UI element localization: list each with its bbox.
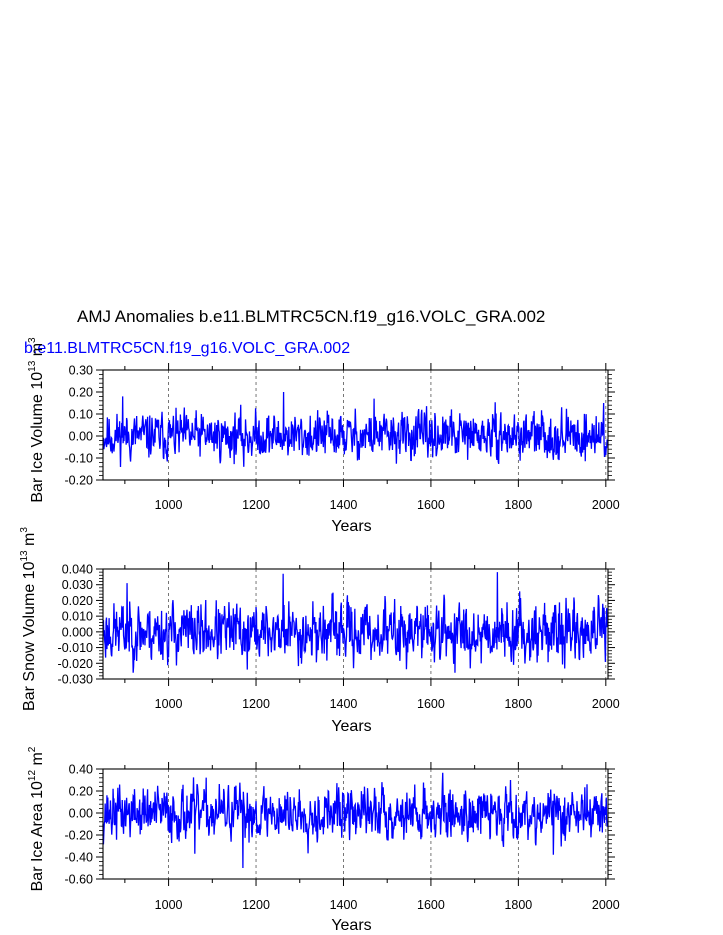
y-label-base: Bar Ice Volume 10 [29,372,46,503]
y-label-exponent: 12 [27,770,38,782]
x-tick-label: 1800 [504,498,532,512]
y-tick-label: 0.30 [69,364,93,378]
x-tick-label: 2000 [592,498,620,512]
x-tick-label: 1600 [417,498,445,512]
series-line-2 [102,572,608,673]
y-tick-label: 0.20 [69,386,93,400]
y-tick-label: 0.010 [62,610,93,624]
y-tick-label: -0.030 [58,673,93,687]
y-tick-label: -0.020 [58,657,93,671]
y-tick-label: 0.00 [69,430,93,444]
y-label-exponent: 13 [19,550,30,562]
x-axis-label: Years [331,718,371,735]
y-axis-label: Bar Snow Volume 1013 m3 [19,527,38,711]
y-label-unit-exponent: 3 [27,337,38,343]
x-tick-label: 1600 [417,898,445,912]
series-line-3 [102,772,608,869]
y-tick-label: -0.20 [65,829,94,843]
y-label-unit-exponent: 2 [27,746,38,752]
plot-frame [102,768,609,880]
y-tick-label: 0.00 [69,807,93,821]
x-tick-label: 1200 [242,898,270,912]
chart-title: AMJ Anomalies b.e11.BLMTRC5CN.f19_g16.VO… [77,307,545,326]
x-tick-label: 1000 [155,498,183,512]
y-label-unit: m [29,752,46,770]
y-axis-label: Bar Ice Volume 1013 m3 [27,337,46,503]
panel-1: 1000 1200 1400 1600 1800 2000 -0.20 -0.10 0.00 0.… [27,337,620,535]
x-tick-label: 1200 [242,697,270,711]
plot-frame [102,369,609,481]
chart-subtitle: b.e11.BLMTRC5CN.f19_g16.VOLC_GRA.002 [24,340,350,357]
x-tick-label: 1200 [242,498,270,512]
y-tick-label: -0.40 [65,851,94,865]
x-tick-label: 1000 [155,697,183,711]
y-tick-label: -0.10 [65,452,94,466]
y-label-unit-exponent: 3 [19,527,30,533]
x-tick-label: 2000 [592,898,620,912]
y-tick-label: -0.60 [65,873,94,887]
y-tick-label: -0.010 [58,641,93,655]
panel-2: 1000 1200 1400 1600 1800 2000 -0.030 -0.020 -0.0… [19,527,620,735]
y-tick-label: 0.40 [69,763,93,777]
y-label-exponent: 13 [27,360,38,372]
y-tick-label: 0.040 [62,563,93,577]
x-tick-label: 1400 [330,498,358,512]
x-tick-label: 1000 [155,898,183,912]
panel-3: 1000 1200 1400 1600 1800 2000 -0.60 -0.40 -0.20 0… [27,746,620,934]
x-tick-label: 1800 [504,898,532,912]
y-tick-label: 0.20 [69,785,93,799]
y-tick-label: 0.030 [62,578,93,592]
y-tick-label: 0.020 [62,594,93,608]
panels: 1000 1200 1400 1600 1800 2000 -0.20 -0.10 0.00 0.… [19,337,620,934]
x-tick-label: 1600 [417,697,445,711]
y-label-base: Bar Snow Volume 10 [21,561,38,711]
x-tick-label: 2000 [592,697,620,711]
y-axis-label: Bar Ice Area 1012 m2 [27,746,46,891]
series-line-1 [102,391,608,468]
y-tick-label: 0.10 [69,408,93,422]
x-axis-label: Years [331,518,371,535]
y-tick-label: 0.000 [62,625,93,639]
x-tick-label: 1400 [330,898,358,912]
y-label-unit: m [29,343,46,361]
x-tick-label: 1400 [330,697,358,711]
x-tick-label: 1800 [504,697,532,711]
y-label-base: Bar Ice Area 10 [29,781,46,891]
y-label-unit: m [21,533,38,551]
y-tick-label: -0.20 [65,474,94,488]
x-axis-label: Years [331,917,371,934]
plot-frame [102,568,609,680]
